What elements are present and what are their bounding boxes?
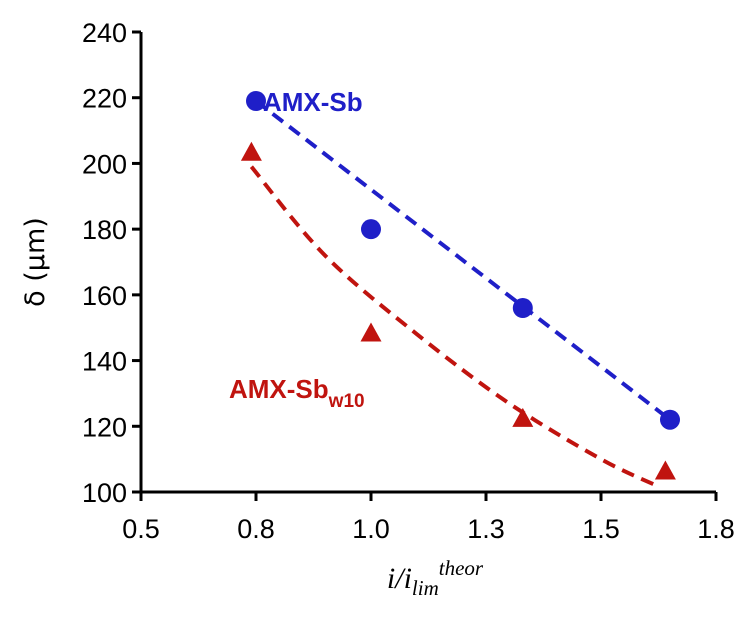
y-axis-title: δ (μm)	[20, 217, 51, 307]
y-tick-label: 140	[82, 347, 127, 377]
data-markers	[240, 91, 680, 480]
x-tick-label: 1.5	[582, 514, 620, 544]
plot-area: 100 120 140 160 180 200 220 240 0.5 0.8 1.0 1.3 1.5…	[82, 18, 735, 544]
y-tick-label: 240	[82, 18, 127, 48]
y-tick-label: 220	[82, 84, 127, 114]
x-tick-label: 0.5	[122, 514, 160, 544]
y-tick-label: 200	[82, 149, 127, 179]
data-point-circle	[246, 91, 266, 111]
data-point-circle	[512, 298, 533, 318]
series-label-amx-sbw10: AMX-Sbw10	[229, 374, 365, 412]
data-point-circle	[660, 409, 680, 430]
trend-lines	[249, 99, 672, 488]
x-tick-label: 1.0	[352, 514, 390, 544]
y-tick-label: 160	[82, 281, 127, 311]
trend-line-1	[249, 165, 658, 488]
series-label-amx-sb: AMX-Sb	[263, 87, 363, 117]
x-axis-title: i/ilimtheor	[387, 556, 484, 600]
y-tick-label: 180	[82, 215, 127, 245]
x-ticks: 0.5 0.8 1.0 1.3 1.5 1.8	[122, 492, 735, 544]
y-tick-label: 100	[82, 478, 127, 508]
trend-line-0	[254, 99, 672, 422]
x-tick-label: 0.8	[237, 514, 275, 544]
y-tick-label: 120	[82, 412, 127, 442]
data-point-circle	[361, 219, 381, 240]
data-point-triangle	[654, 460, 676, 480]
data-point-triangle	[240, 141, 262, 161]
data-point-triangle	[512, 407, 534, 427]
x-tick-label: 1.3	[467, 514, 505, 544]
x-tick-label: 1.8	[697, 514, 735, 544]
y-ticks: 100 120 140 160 180 200 220 240	[82, 18, 141, 508]
data-point-triangle	[360, 322, 382, 342]
